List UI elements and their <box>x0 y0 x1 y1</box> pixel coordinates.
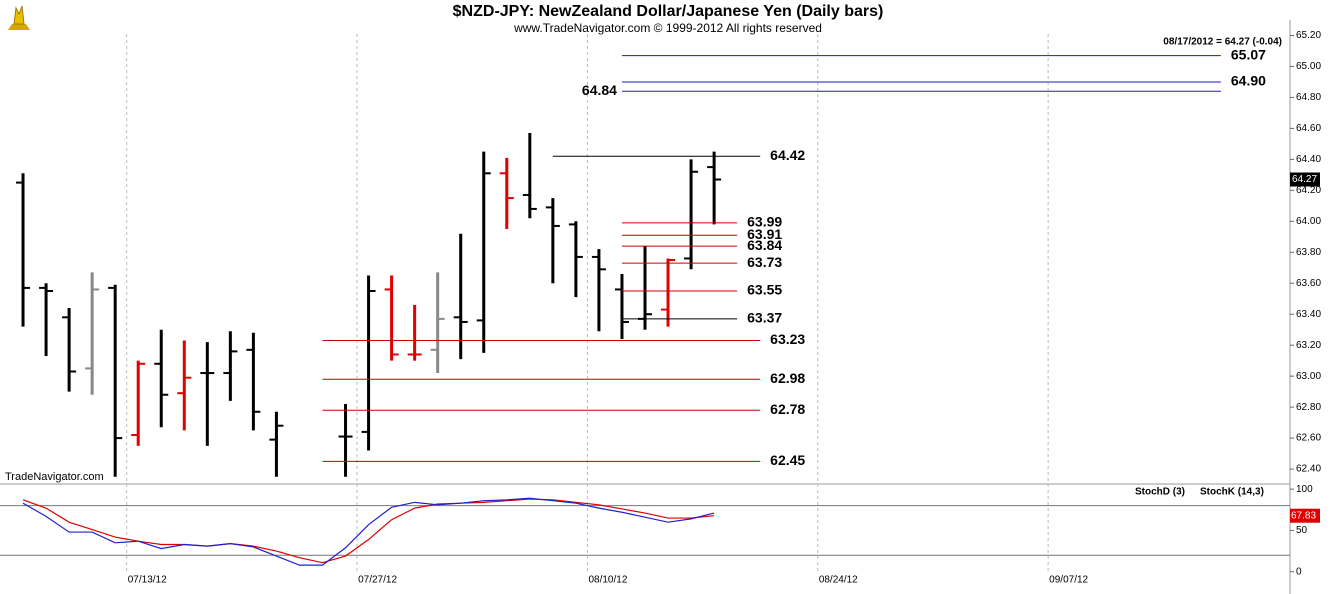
y-tick-label: 63.60 <box>1296 278 1321 289</box>
level-label: 63.84 <box>747 237 782 253</box>
level-label: 64.90 <box>1231 73 1266 89</box>
y-tick-label: 64.40 <box>1296 154 1321 165</box>
value-box <box>1290 508 1320 523</box>
y-tick-label: 100 <box>1296 484 1313 495</box>
y-tick-label: 64.20 <box>1296 185 1321 196</box>
level-label: 64.42 <box>770 147 805 163</box>
logo <box>8 5 30 30</box>
chart-title: $NZD-JPY: NewZealand Dollar/Japanese Yen… <box>453 3 884 20</box>
y-tick-label: 62.80 <box>1296 402 1321 413</box>
x-tick-label: 07/13/12 <box>128 575 167 586</box>
level-label: 64.84 <box>582 82 617 98</box>
legend-entry: StochD (3) <box>1135 487 1185 498</box>
level-label: 63.73 <box>747 254 782 270</box>
y-tick-label: 65.20 <box>1296 30 1321 41</box>
level-label: 63.55 <box>747 282 782 298</box>
price-bars <box>16 133 722 477</box>
y-tick-label: 65.00 <box>1296 61 1321 72</box>
level-label: 62.45 <box>770 452 805 468</box>
subtitle: www.TradeNavigator.com © 1999-2012 All r… <box>513 21 822 35</box>
y-tick-label: 63.80 <box>1296 247 1321 258</box>
level-label: 63.23 <box>770 331 805 347</box>
level-label: 63.91 <box>747 226 782 242</box>
price-box <box>1290 172 1320 187</box>
level-label: 62.98 <box>770 370 805 386</box>
y-tick-label: 64.00 <box>1296 216 1321 227</box>
level-label: 63.99 <box>747 214 782 230</box>
stoch-line <box>22 497 715 566</box>
value-box-label: 67.83 <box>1291 510 1316 521</box>
watermark: TradeNavigator.com <box>5 471 104 483</box>
price-annotation: 08/17/2012 = 64.27 (-0.04) <box>1163 37 1282 48</box>
y-tick-label: 62.40 <box>1296 464 1321 475</box>
y-tick-label: 50 <box>1296 525 1308 536</box>
y-tick-label: 0 <box>1296 566 1302 577</box>
x-tick-label: 09/07/12 <box>1049 575 1088 586</box>
level-label: 62.78 <box>770 401 805 417</box>
x-tick-label: 07/27/12 <box>358 575 397 586</box>
y-tick-label: 63.20 <box>1296 340 1321 351</box>
x-tick-label: 08/10/12 <box>588 575 627 586</box>
legend-entry: StochK (14,3) <box>1200 487 1264 498</box>
price-box-label: 64.27 <box>1292 174 1317 185</box>
y-tick-label: 64.60 <box>1296 123 1321 134</box>
y-tick-label: 62.60 <box>1296 433 1321 444</box>
level-label: 65.07 <box>1231 46 1266 62</box>
y-tick-label: 63.00 <box>1296 371 1321 382</box>
y-tick-label: 64.80 <box>1296 92 1321 103</box>
y-tick-label: 63.40 <box>1296 309 1321 320</box>
x-tick-label: 08/24/12 <box>819 575 858 586</box>
level-label: 63.37 <box>747 310 782 326</box>
